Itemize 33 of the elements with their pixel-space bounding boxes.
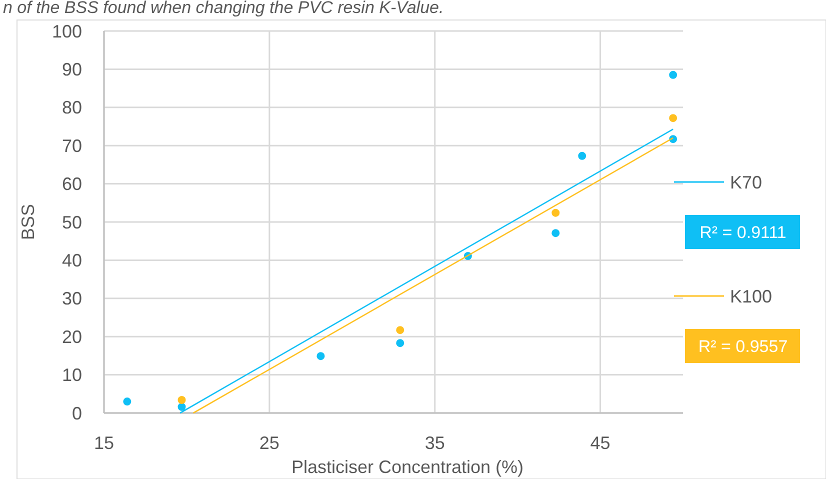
- legend-label: K70: [730, 172, 762, 192]
- point: [178, 396, 186, 404]
- y-tick-label: 90: [62, 60, 82, 80]
- y-tick-label: 50: [62, 212, 82, 232]
- y-tick-label: 40: [62, 250, 82, 270]
- y-tick-label: 20: [62, 326, 82, 347]
- point: [669, 114, 678, 122]
- x-tick-label: 35: [424, 433, 445, 453]
- y-tick-label: 100: [52, 21, 82, 42]
- y-tick-label: 30: [62, 288, 82, 309]
- y-tick-label: 70: [62, 136, 82, 156]
- x-tick-label: 15: [94, 433, 114, 453]
- point: [396, 339, 404, 348]
- x-tick-label: 45: [590, 433, 610, 453]
- point: [178, 402, 186, 411]
- point: [669, 70, 678, 79]
- chart-title: n of the BSS found when changing the PVC resin K-Value.: [3, 0, 444, 17]
- x-axis-title: Plasticiser Concentration (%): [291, 457, 524, 477]
- y-tick-label: 60: [62, 174, 82, 194]
- point: [578, 152, 586, 160]
- point: [123, 398, 132, 406]
- y-tick-label: 10: [62, 365, 82, 386]
- point: [396, 326, 404, 334]
- text: R² = 0.9557: [698, 336, 788, 356]
- y-axis-title: BSS: [18, 204, 38, 240]
- x-tick-label: 25: [259, 433, 280, 453]
- text: R² = 0.9111: [700, 222, 786, 242]
- point: [552, 208, 560, 217]
- legend-label: K100: [730, 286, 772, 306]
- point: [552, 229, 560, 238]
- y-tick-label: 0: [72, 403, 82, 424]
- y-tick-label: 80: [62, 98, 82, 118]
- point: [316, 352, 325, 360]
